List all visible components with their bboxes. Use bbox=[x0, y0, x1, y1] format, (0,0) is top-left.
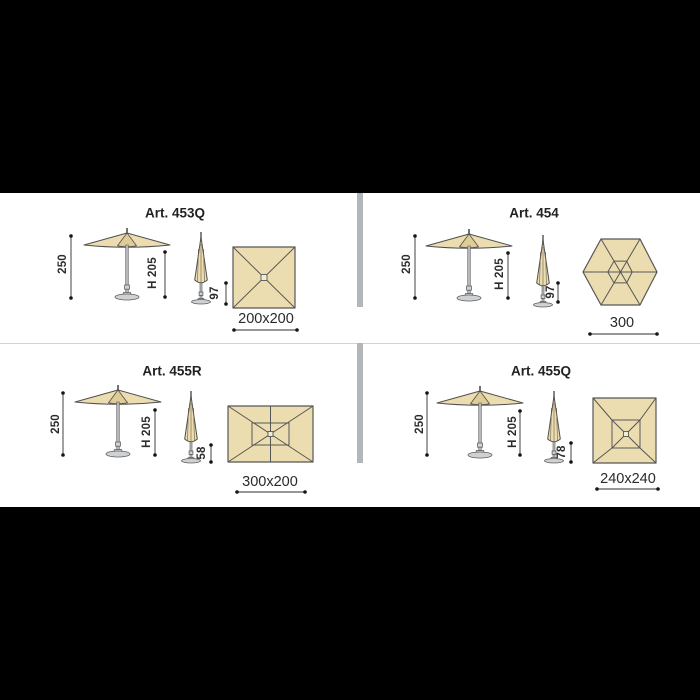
folded-width-dimension bbox=[209, 443, 213, 464]
ribs bbox=[592, 397, 657, 464]
total-height-dimension bbox=[425, 391, 429, 457]
product-panel-455q: Art. 455Q 250 H 205 78 240x240 bbox=[350, 343, 700, 507]
product-title: Art. 455Q bbox=[510, 363, 572, 379]
total-height-label: 250 bbox=[401, 254, 413, 274]
product-title: Art. 453Q bbox=[144, 205, 206, 221]
folded-width-label: 97 bbox=[545, 285, 557, 299]
canopy-size-label: 200x200 bbox=[238, 311, 294, 327]
pole-height-dimension bbox=[506, 251, 510, 300]
ribs bbox=[227, 405, 314, 463]
center-hub bbox=[260, 274, 268, 281]
total-height-label: 250 bbox=[57, 254, 69, 274]
vertical-divider-bottom bbox=[357, 343, 363, 463]
total-height-dimension bbox=[61, 391, 65, 457]
total-height-label: 250 bbox=[50, 414, 62, 434]
total-height-dimension bbox=[413, 234, 417, 300]
canopy-size-dimension bbox=[595, 487, 660, 491]
pole-height-dimension bbox=[163, 250, 167, 299]
product-drawing-454 bbox=[413, 228, 659, 336]
top-view-square bbox=[232, 246, 296, 309]
product-panel-453q: Art. 453Q 250 H 205 97 200x200 bbox=[0, 193, 350, 343]
pole-height-label: H 205 bbox=[507, 416, 519, 448]
canopy-size-dimension bbox=[235, 490, 307, 494]
pole-height-label: H 205 bbox=[147, 257, 159, 289]
folded-width-label: 97 bbox=[209, 286, 221, 300]
pole-height-label: H 205 bbox=[141, 416, 153, 448]
folded-width-dimension bbox=[569, 441, 573, 464]
product-drawing-453q bbox=[69, 227, 299, 332]
center-hub bbox=[267, 431, 274, 437]
total-height-dimension bbox=[69, 234, 73, 300]
center-hub bbox=[623, 431, 629, 437]
product-drawing-455r bbox=[61, 384, 314, 494]
pole-height-dimension bbox=[518, 409, 522, 457]
ribs bbox=[583, 238, 657, 306]
product-panel-455r: Art. 455R 250 H 205 58 300x200 bbox=[0, 343, 350, 507]
product-title: Art. 455R bbox=[142, 363, 202, 379]
horizontal-divider bbox=[0, 343, 700, 344]
pole-height-dimension bbox=[153, 408, 157, 457]
product-title: Art. 454 bbox=[509, 205, 559, 221]
vertical-divider-top bbox=[357, 193, 363, 307]
top-view-rectangle bbox=[227, 405, 314, 463]
top-view-hexagon bbox=[582, 238, 658, 306]
product-drawing-455q bbox=[425, 385, 660, 491]
folded-width-label: 78 bbox=[556, 445, 568, 459]
center-hub bbox=[607, 260, 633, 284]
inner-frame bbox=[611, 419, 641, 449]
canopy-size-dimension bbox=[232, 328, 299, 332]
canopy-size-label: 300 bbox=[609, 315, 635, 331]
canopy-size-label: 240x240 bbox=[600, 471, 656, 487]
total-height-label: 250 bbox=[414, 414, 426, 434]
pole-height-label: H 205 bbox=[494, 258, 506, 290]
canopy-size-dimension bbox=[588, 332, 659, 336]
folded-width-dimension bbox=[556, 281, 560, 304]
product-panel-454: Art. 454 250 H 205 97 300 bbox=[350, 193, 700, 343]
canopy-size-label: 300x200 bbox=[242, 474, 298, 490]
top-view-square-inner bbox=[592, 397, 657, 464]
closed-umbrella-drawing bbox=[190, 231, 212, 305]
folded-width-label: 58 bbox=[196, 446, 208, 460]
folded-width-dimension bbox=[224, 281, 228, 306]
